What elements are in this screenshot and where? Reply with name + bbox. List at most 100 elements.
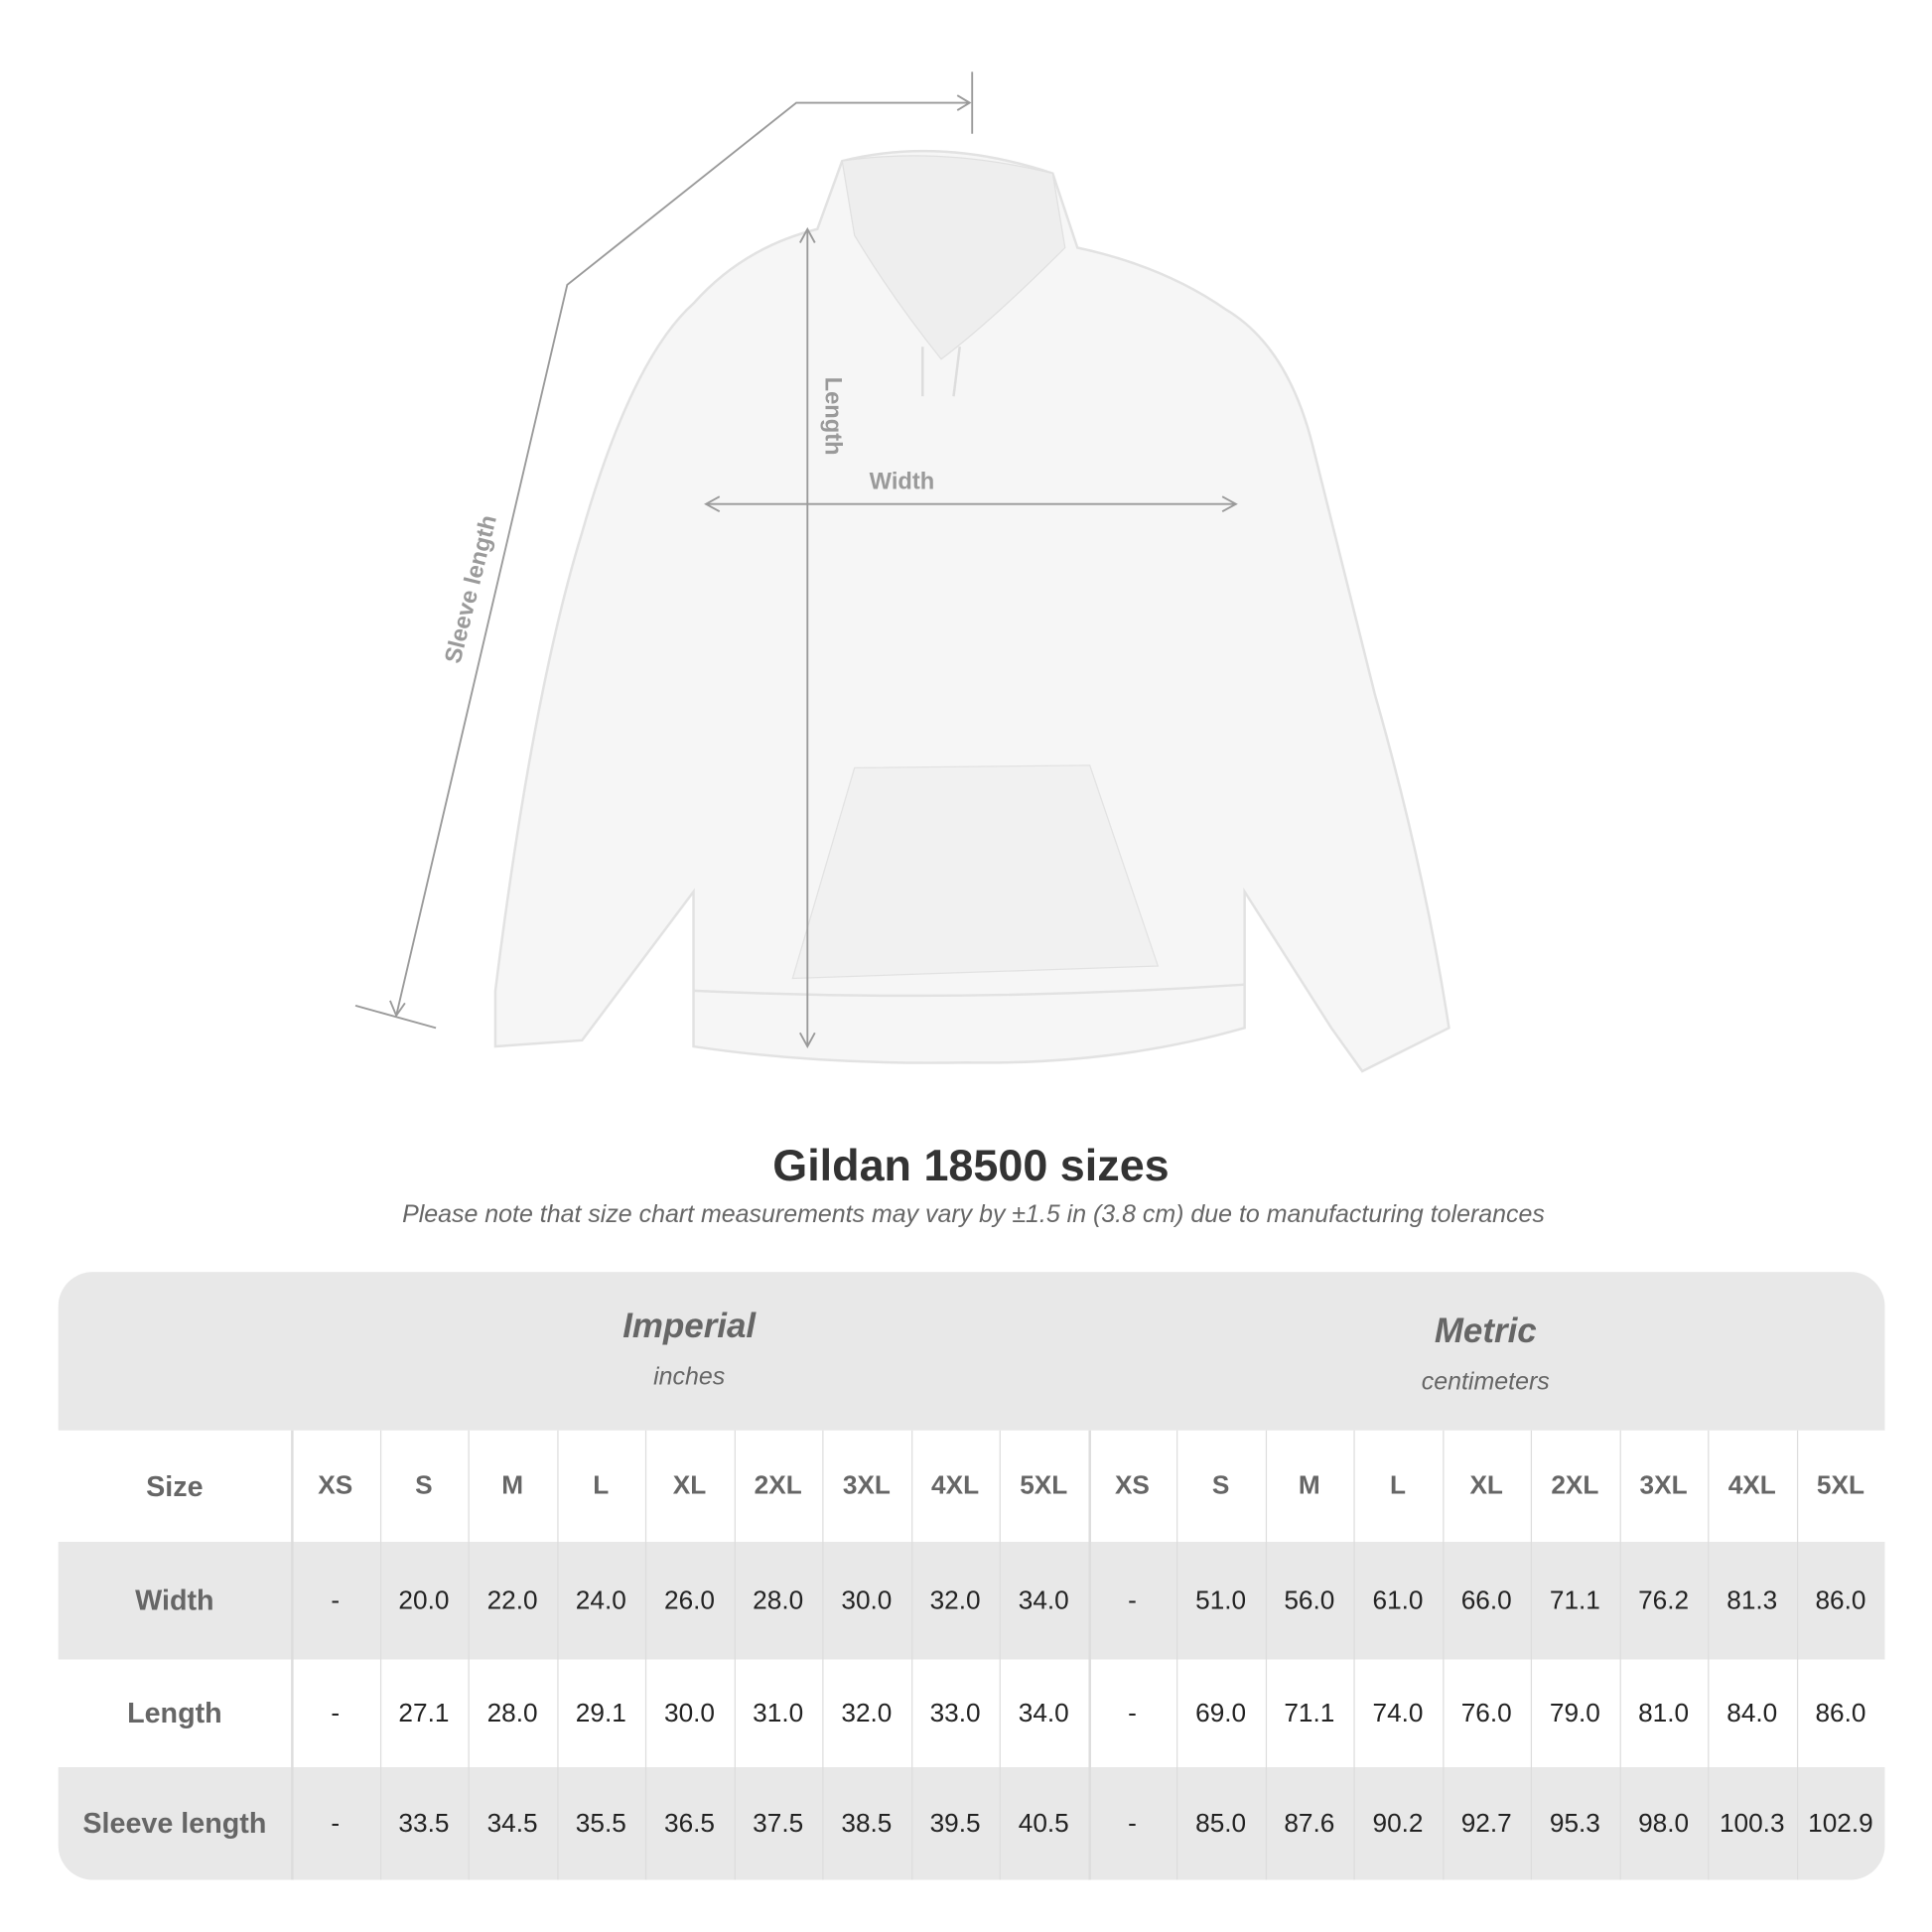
size-column-header: L [593,1470,610,1500]
metric-value-cell: 92.7 [1460,1808,1512,1838]
metric-value-cell: - [1128,1586,1137,1614]
column-divider [1176,1430,1178,1880]
imperial-unit: inches [653,1363,726,1391]
metric-value-cell: 69.0 [1195,1698,1247,1727]
column-divider [1530,1430,1533,1880]
imperial-value-cell: 20.0 [398,1586,450,1614]
metric-value-cell: - [1128,1808,1137,1838]
column-divider [1618,1430,1621,1880]
metric-value-cell: 95.3 [1549,1808,1600,1838]
column-divider [379,1430,381,1880]
tolerance-note: Please note that size chart measurements… [402,1200,1545,1229]
row-band [58,1542,1885,1660]
column-divider [999,1430,1001,1880]
imperial-value-cell: 33.5 [398,1808,450,1838]
metric-value-cell: 76.0 [1460,1698,1512,1727]
column-divider [468,1430,470,1880]
table-header-band [58,1272,1885,1431]
imperial-title: Imperial [622,1307,757,1345]
column-divider [1353,1430,1355,1880]
row-band [58,1767,1885,1880]
imperial-value-cell: 38.5 [841,1808,893,1838]
size-column-header: S [1211,1470,1230,1500]
imperial-value-cell: 28.0 [486,1698,538,1727]
metric-value-cell: 56.0 [1284,1586,1335,1614]
size-column-header: 3XL [842,1470,891,1500]
size-table: Imperial inches Metric centimeters Size X… [58,1272,1885,1880]
size-column-header: 5XL [1816,1470,1864,1500]
size-column-header: XL [672,1470,707,1500]
imperial-value-cell: 28.0 [753,1586,804,1614]
imperial-value-cell: - [331,1698,341,1727]
size-column-header: L [1389,1470,1406,1500]
size-column-header: XS [318,1470,353,1500]
metric-unit: centimeters [1421,1368,1550,1396]
imperial-header: Imperial inches [291,1307,1087,1392]
imperial-value-cell: 34.0 [1018,1586,1069,1614]
imperial-value-cell: 31.0 [753,1698,804,1727]
hoodie-image [493,149,1450,1073]
column-divider [644,1430,647,1880]
imperial-value-cell: 34.5 [486,1808,538,1838]
imperial-value-cell: 40.5 [1018,1808,1069,1838]
imperial-value-cell: 37.5 [753,1808,804,1838]
metric-value-cell: 79.0 [1549,1698,1600,1727]
size-column-header: S [415,1470,433,1500]
imperial-value-cell: 26.0 [663,1586,715,1614]
column-divider [1442,1430,1444,1880]
metric-header: Metric centimeters [1087,1311,1883,1397]
length-label: Length [819,376,846,456]
imperial-value-cell: 22.0 [486,1586,538,1614]
metric-value-cell: 102.9 [1808,1808,1873,1838]
imperial-value-cell: 33.0 [929,1698,981,1727]
column-divider [1708,1430,1710,1880]
imperial-value-cell: 30.0 [663,1698,715,1727]
size-column-header: 5XL [1020,1470,1068,1500]
metric-title: Metric [1434,1311,1537,1350]
size-column-header: M [1298,1470,1320,1500]
column-divider [822,1430,824,1880]
size-column-header: M [501,1470,524,1500]
page-title: Gildan 18500 sizes [772,1139,1170,1190]
metric-value-cell: 87.6 [1284,1808,1335,1838]
imperial-value-cell: 39.5 [929,1808,981,1838]
row-label: Width [135,1584,214,1616]
size-column-header: XS [1114,1470,1150,1500]
column-divider [291,1430,294,1880]
metric-value-cell: 71.1 [1284,1698,1335,1727]
metric-value-cell: 98.0 [1638,1808,1690,1838]
size-column-header: 4XL [1727,1470,1776,1500]
metric-value-cell: 85.0 [1195,1808,1247,1838]
imperial-value-cell: 35.5 [575,1808,626,1838]
imperial-value-cell: - [331,1808,341,1838]
metric-value-cell: 66.0 [1460,1586,1512,1614]
column-divider [556,1430,558,1880]
metric-value-cell: - [1128,1698,1137,1727]
hoodie-diagram [354,71,1450,1073]
imperial-value-cell: 30.0 [841,1586,893,1614]
column-divider [1087,1430,1091,1880]
imperial-value-cell: - [331,1586,341,1614]
imperial-value-cell: 24.0 [575,1586,626,1614]
column-divider [1265,1430,1267,1880]
metric-value-cell: 100.3 [1719,1808,1785,1838]
metric-value-cell: 86.0 [1815,1698,1866,1727]
column-divider [1796,1430,1798,1880]
metric-value-cell: 51.0 [1195,1586,1247,1614]
imperial-value-cell: 36.5 [663,1808,715,1838]
size-header: Size [146,1469,204,1502]
row-label: Sleeve length [82,1806,267,1840]
imperial-value-cell: 32.0 [929,1586,981,1614]
size-column-header: 2XL [754,1470,802,1500]
metric-value-cell: 90.2 [1372,1808,1424,1838]
imperial-value-cell: 27.1 [398,1698,450,1727]
column-divider [910,1430,912,1880]
size-column-header: 2XL [1551,1470,1599,1500]
metric-value-cell: 61.0 [1372,1586,1424,1614]
size-column-header: XL [1469,1470,1503,1500]
metric-value-cell: 81.0 [1638,1698,1690,1727]
metric-value-cell: 86.0 [1815,1586,1866,1614]
metric-value-cell: 76.2 [1638,1586,1690,1614]
metric-value-cell: 81.3 [1726,1586,1778,1614]
